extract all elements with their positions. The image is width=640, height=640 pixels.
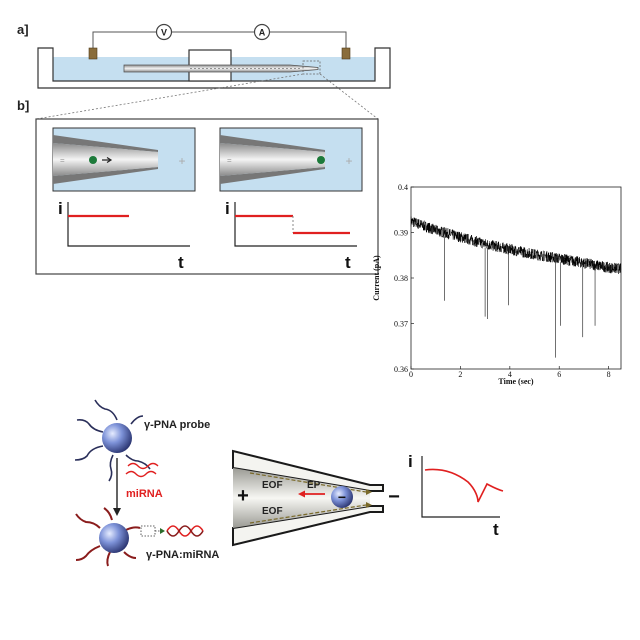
mini-plot-x-label: t xyxy=(345,253,351,272)
tube-wall-top xyxy=(220,135,325,152)
vessel-walls xyxy=(37,47,391,89)
pna-probe xyxy=(74,399,151,482)
double-helix-strand xyxy=(166,525,204,537)
y-tick-label: 0.4 xyxy=(398,183,408,192)
probe-sphere xyxy=(102,423,132,453)
voltmeter-icon xyxy=(155,23,173,41)
arrowhead-icon xyxy=(160,528,165,534)
arrowhead-icon xyxy=(113,508,121,516)
electrode-left xyxy=(88,47,98,60)
panel-label-a: a] xyxy=(17,22,29,37)
eof-bottom-label: EOF xyxy=(262,506,283,517)
pore-bore xyxy=(233,468,370,528)
x-tick-label: 4 xyxy=(508,370,512,379)
zoom-line-right xyxy=(319,73,379,120)
motion-arrow-icon xyxy=(102,156,113,164)
duplex-strand xyxy=(75,513,101,529)
probe-strand xyxy=(94,399,118,421)
event-trace-schematic: i t xyxy=(408,452,504,539)
zoom-line-left xyxy=(35,73,304,120)
y-tick-label: 0.36 xyxy=(394,365,408,374)
chart-ticks: 0 2 4 6 8 0.36 0.37 0.38 0.39 0.4 xyxy=(394,183,611,379)
chart-plot-area xyxy=(410,186,622,370)
mini-plot-y-label: i xyxy=(225,199,230,218)
mirna-label: miRNA xyxy=(126,488,163,500)
duplex-strand xyxy=(103,507,113,521)
particle-charge-label: − xyxy=(338,489,346,505)
current-trace-line xyxy=(410,216,622,275)
x-tick-label: 2 xyxy=(458,370,462,379)
chart-x-axis-title: Time (sec) xyxy=(498,377,534,386)
event-trace-line xyxy=(424,468,504,503)
pna-mirna-complex xyxy=(75,507,141,567)
inset-plus-label: + xyxy=(345,154,352,168)
complex-sphere xyxy=(99,523,129,553)
chart-y-axis-title: Current (pA) xyxy=(372,255,381,301)
wire-right xyxy=(270,31,347,54)
ammeter-label: A xyxy=(259,28,266,38)
duplex-strand xyxy=(75,545,101,561)
zoom-box xyxy=(302,60,321,75)
probe-strand xyxy=(130,415,144,425)
translocating-particle xyxy=(331,486,353,508)
ep-label: EP xyxy=(307,480,321,491)
inset-plus-label: + xyxy=(178,154,185,168)
mini-current-plot-blockade: i t xyxy=(225,199,357,272)
arrowhead-icon xyxy=(366,489,372,495)
tube-wall-bottom xyxy=(220,167,325,184)
eof-flow-line-bottom xyxy=(249,504,367,524)
x-tick-label: 6 xyxy=(557,370,561,379)
arrowhead-icon xyxy=(366,502,372,508)
cathode-minus-label: − xyxy=(388,486,400,508)
probe-label: γ-PNA probe xyxy=(144,419,210,431)
double-helix-icon xyxy=(166,525,204,537)
translocation-inset-blocked: = + xyxy=(219,127,363,192)
duplex-strand xyxy=(123,551,137,559)
anode-plus-label: + xyxy=(237,485,249,507)
mini-plot-x-label: t xyxy=(178,253,184,272)
flow-cell-diagram: V A xyxy=(37,23,391,89)
mirna-strand xyxy=(127,462,159,470)
ammeter-icon xyxy=(253,23,271,41)
duplex-zoom-box xyxy=(140,525,156,537)
analyte-particle-before xyxy=(89,156,97,164)
panel-label-b: b] xyxy=(17,98,30,113)
probe-strand xyxy=(74,445,104,461)
trace-y-label: i xyxy=(408,452,413,471)
x-tick-label: 8 xyxy=(607,370,611,379)
arrowhead-icon xyxy=(298,490,305,498)
inset-minus-label: = xyxy=(227,156,232,165)
mirna-detection-scheme: γ-PNA probe miRNA γ-PNA:miRNA xyxy=(74,399,504,567)
mini-current-plot-open: i t xyxy=(58,199,190,272)
probe-strand xyxy=(108,454,114,482)
complex-label: γ-PNA:miRNA xyxy=(146,549,219,561)
duplex-strand xyxy=(125,526,141,531)
eof-top-label: EOF xyxy=(262,480,283,491)
inset-minus-label: = xyxy=(60,156,65,165)
analyte-particle-blocked xyxy=(317,156,325,164)
y-tick-label: 0.37 xyxy=(394,320,408,329)
voltmeter-label: V xyxy=(161,28,167,38)
nanopore-diagram: EOF EOF EP − + − xyxy=(232,449,400,547)
probe-strand xyxy=(76,419,104,433)
translocation-spikes xyxy=(444,236,596,358)
wire-left xyxy=(92,31,156,54)
y-tick-label: 0.38 xyxy=(394,274,408,283)
current-trace-chart: 0 2 4 6 8 0.36 0.37 0.38 0.39 0.4 Time (sec) Curr… xyxy=(372,183,622,386)
trace-x-label: t xyxy=(493,520,499,539)
x-tick-label: 0 xyxy=(409,370,413,379)
y-tick-label: 0.39 xyxy=(394,229,408,238)
tube-bore-blocked xyxy=(220,143,325,176)
translocation-inset-before: = + xyxy=(52,127,196,192)
nanopipette-capillary xyxy=(123,64,319,73)
mirna-strand xyxy=(125,470,157,478)
trace-axes xyxy=(421,456,500,518)
duplex-strand xyxy=(106,551,111,567)
mini-plot-y-label: i xyxy=(58,199,63,218)
tube-wall-top xyxy=(53,135,158,152)
tube-wall-bottom xyxy=(53,167,158,184)
electrode-right xyxy=(341,47,351,60)
